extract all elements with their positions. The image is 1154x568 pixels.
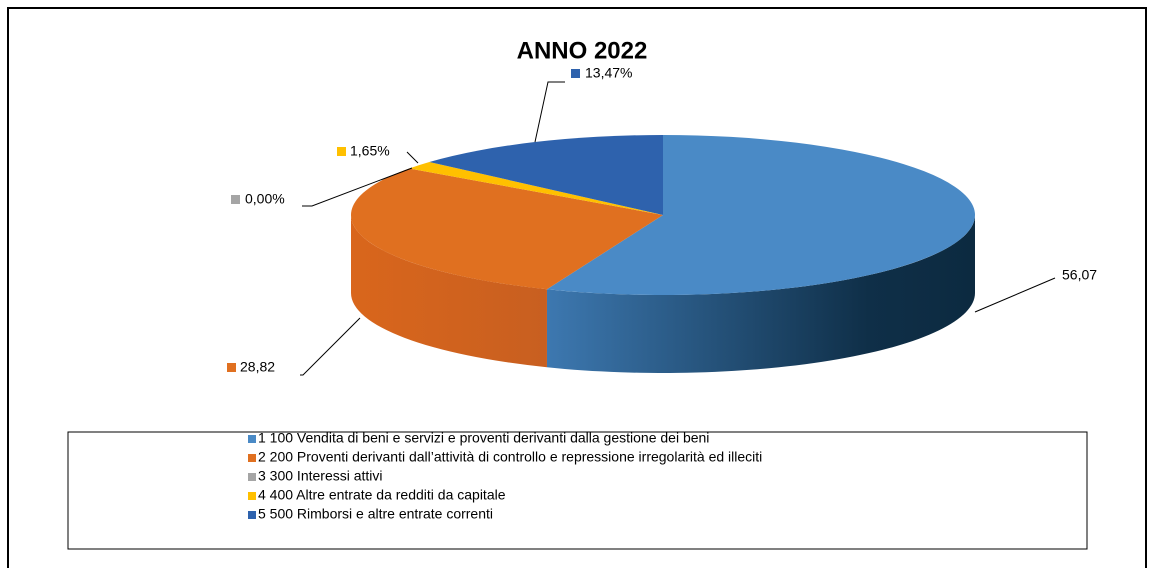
slice-side xyxy=(546,215,975,373)
legend-label: 4 400 Altre entrate da redditi da capita… xyxy=(258,487,506,503)
slice xyxy=(429,135,663,215)
legend-marker xyxy=(248,492,256,500)
label-marker xyxy=(571,69,580,78)
legend xyxy=(67,431,1088,550)
data-label: 0,00% xyxy=(245,191,285,207)
leader-line xyxy=(406,151,419,164)
frame xyxy=(7,7,1147,568)
slice-side xyxy=(351,215,547,368)
legend-label: 2 200 Proventi derivanti dall’attività d… xyxy=(258,449,762,465)
data-label: 13,47% xyxy=(585,65,632,81)
data-label: 56,07 xyxy=(1062,267,1097,283)
leader-line xyxy=(302,167,413,207)
legend-label: 1 100 Vendita di beni e servizi e proven… xyxy=(258,430,709,446)
label-marker xyxy=(227,363,236,372)
leader-line xyxy=(974,277,1056,313)
slice xyxy=(546,135,975,295)
leader-line xyxy=(534,81,565,143)
leader-line xyxy=(300,317,361,376)
slice xyxy=(350,168,663,290)
data-label: 1,65% xyxy=(350,143,390,159)
chart-title: ANNO 2022 xyxy=(517,37,648,64)
legend-marker xyxy=(248,435,256,443)
label-marker xyxy=(231,195,240,204)
legend-label: 5 500 Rimborsi e altre entrate correnti xyxy=(258,506,493,522)
data-label: 28,82 xyxy=(240,359,275,375)
legend-marker xyxy=(248,473,256,481)
legend-marker xyxy=(248,454,256,462)
legend-marker xyxy=(248,511,256,519)
slice xyxy=(409,161,663,215)
legend-label: 3 300 Interessi attivi xyxy=(258,468,383,484)
label-marker xyxy=(337,147,346,156)
